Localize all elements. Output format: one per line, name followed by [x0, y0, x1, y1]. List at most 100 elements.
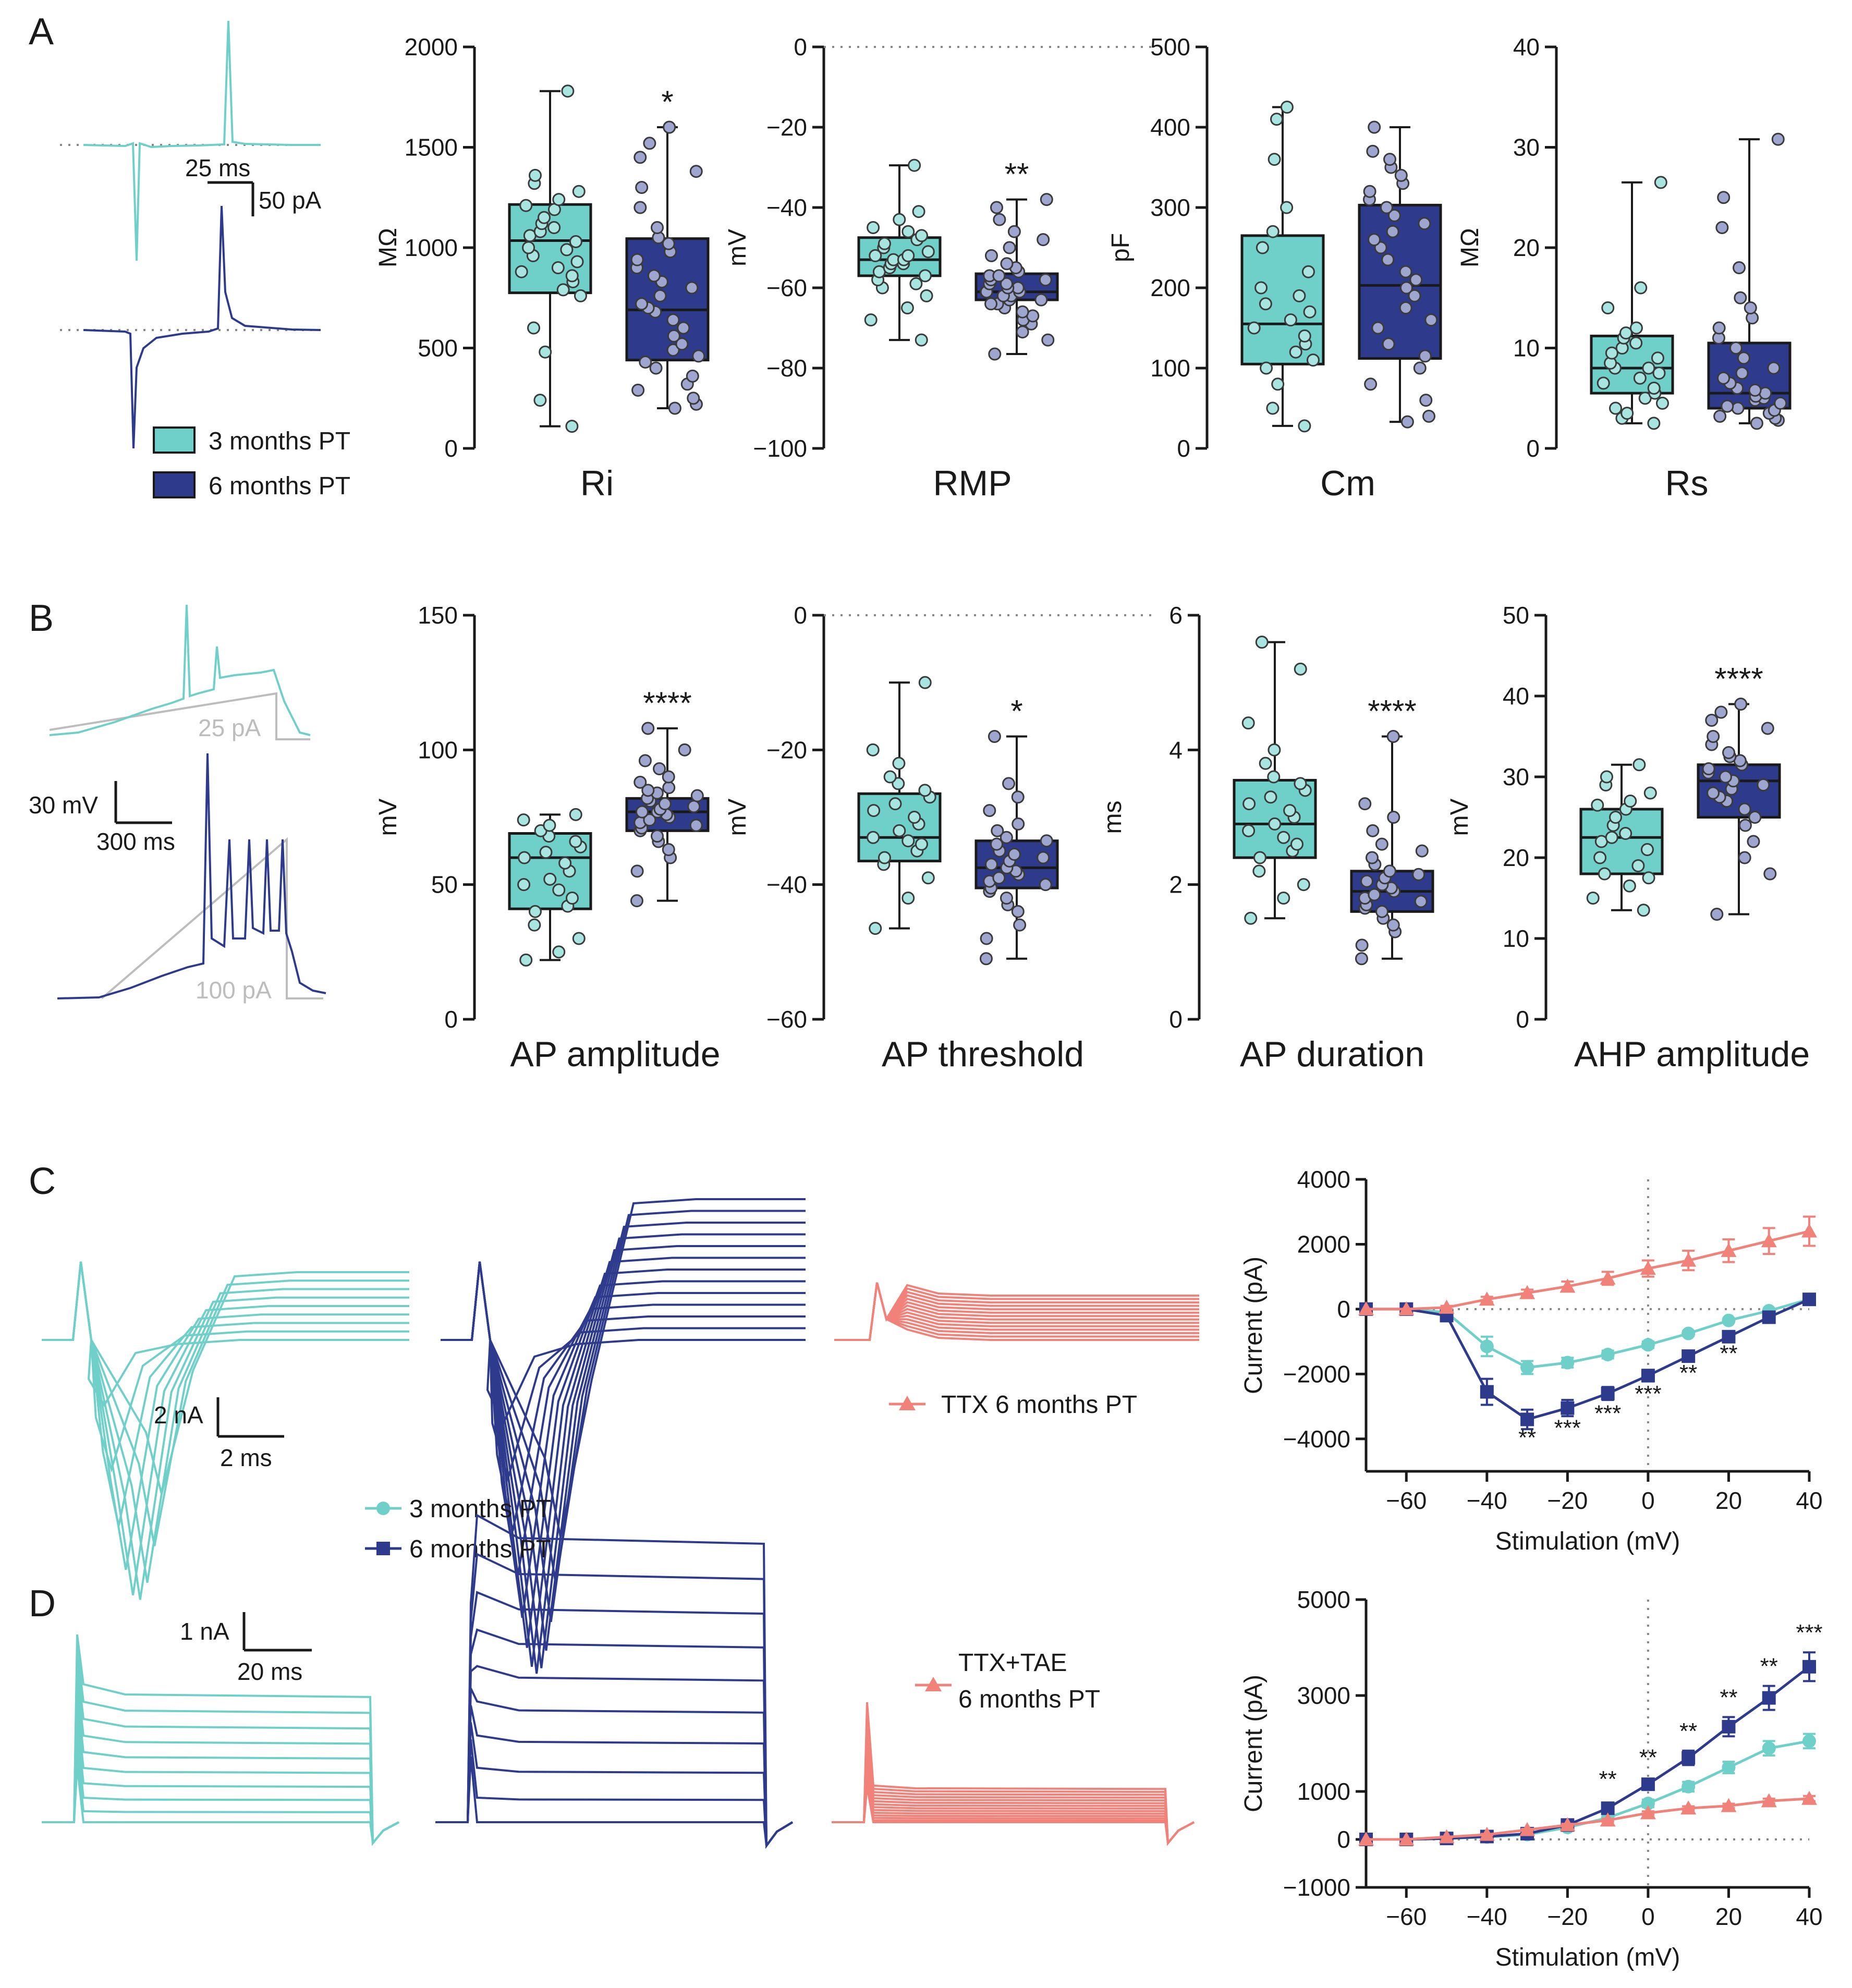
data-point: [909, 277, 923, 290]
data-marker-triangle: [1680, 1800, 1697, 1815]
y-tick-label: −40: [766, 194, 807, 221]
data-point: [1734, 291, 1747, 304]
data-point: [1394, 168, 1408, 182]
data-point: [643, 813, 656, 827]
trace-a-6m-path: [83, 205, 321, 449]
data-point: [1597, 376, 1610, 390]
data-point: [1260, 361, 1273, 375]
data-point: [915, 229, 928, 242]
data-point: [901, 225, 915, 238]
data-point: [1714, 705, 1728, 719]
data-point: [1000, 257, 1014, 271]
data-point: [1000, 277, 1014, 290]
current-trace: [834, 1282, 1199, 1341]
data-point: [552, 883, 566, 897]
panel-letter-d: D: [29, 1583, 56, 1625]
data-point: [1593, 851, 1607, 864]
injection-label-25pA: 25 pA: [198, 714, 261, 741]
data-point: [1707, 786, 1720, 800]
y-axis-label: Current (pA): [1240, 1675, 1268, 1812]
data-point: [569, 835, 582, 848]
data-point: [1298, 419, 1311, 433]
data-marker-circle: [1722, 1761, 1736, 1774]
data-point: [519, 199, 533, 212]
data-point: [1383, 153, 1397, 166]
data-marker-triangle: [1721, 1242, 1737, 1257]
data-point: [1721, 399, 1734, 413]
data-point: [1620, 407, 1634, 420]
y-tick-label: −40: [766, 871, 807, 898]
data-point: [980, 932, 993, 945]
data-point: [988, 730, 1001, 743]
data-point: [1722, 746, 1736, 759]
y-tick-label: −20: [766, 114, 807, 141]
data-point: [1642, 361, 1655, 375]
data-point: [551, 261, 565, 274]
data-marker-triangle: [1519, 1285, 1536, 1299]
data-point: [1381, 253, 1395, 266]
data-marker-circle: [1520, 1360, 1534, 1374]
box-6m: [1358, 203, 1442, 360]
data-point: [1419, 394, 1433, 407]
data-point: [647, 269, 661, 283]
legend-label-6m-c: 6 months PT: [409, 1535, 551, 1563]
data-point: [662, 843, 675, 856]
data-point: [1409, 273, 1423, 287]
current-trace: [834, 1282, 1199, 1341]
trace-a-3m-path: [83, 20, 321, 261]
data-point: [1744, 301, 1757, 314]
significance-label: *: [1010, 694, 1022, 729]
data-point: [643, 137, 656, 150]
y-tick-label: 0: [1516, 1006, 1529, 1033]
data-point: [633, 775, 647, 789]
data-point: [1424, 313, 1438, 327]
data-point: [1637, 904, 1650, 917]
data-point: [1399, 265, 1412, 278]
chart-title: Cm: [1320, 464, 1375, 503]
data-point: [1418, 349, 1432, 363]
data-point: [1605, 831, 1618, 844]
data-point: [1747, 835, 1760, 848]
data-point: [641, 784, 655, 797]
data-marker-triangle: [1559, 1817, 1576, 1832]
chart-rmp: −100 −80 −60 −40 −20 0 mV RMP **: [724, 33, 1157, 503]
series-line: [1366, 1739, 1810, 1841]
current-trace: [42, 1765, 399, 1846]
data-point: [538, 211, 551, 224]
data-marker-square: [1762, 1310, 1776, 1324]
current-trace: [834, 1282, 1199, 1341]
data-marker-square: [1480, 1385, 1494, 1399]
data-point: [1012, 817, 1025, 831]
data-point: [565, 892, 579, 905]
data-point: [515, 265, 528, 278]
data-marker-triangle: [1439, 1829, 1455, 1844]
legend-swatch-6m: [153, 471, 196, 498]
data-marker-square: [1641, 1777, 1655, 1791]
data-point: [1707, 730, 1720, 743]
y-tick-label: 0: [1169, 1006, 1183, 1033]
data-point: [1040, 834, 1053, 848]
data-point: [1366, 824, 1380, 837]
current-trace: [435, 1665, 794, 1849]
data-point: [990, 201, 1003, 214]
data-point: [653, 762, 666, 775]
data-point: [1363, 185, 1376, 198]
x-tick-label: 20: [1715, 1903, 1742, 1930]
data-point: [1748, 811, 1762, 824]
data-point: [686, 369, 699, 383]
significance-label: **: [1599, 1766, 1617, 1792]
data-point: [979, 952, 993, 966]
legend-swatch-3m: [153, 426, 196, 454]
y-tick-label: 1000: [405, 234, 458, 261]
data-point: [993, 213, 1006, 226]
data-point: [1734, 698, 1748, 711]
data-point: [690, 789, 704, 802]
data-marker-square: [1520, 1412, 1534, 1426]
data-point: [1719, 770, 1732, 784]
scalebar-d: 1 nA 20 ms: [180, 1612, 312, 1685]
chart-title: AHP amplitude: [1574, 1034, 1810, 1074]
y-tick-label: 2: [1169, 871, 1183, 898]
data-point: [1041, 333, 1055, 347]
current-trace: [435, 1705, 794, 1849]
ramp-b-25pA: [49, 692, 310, 740]
